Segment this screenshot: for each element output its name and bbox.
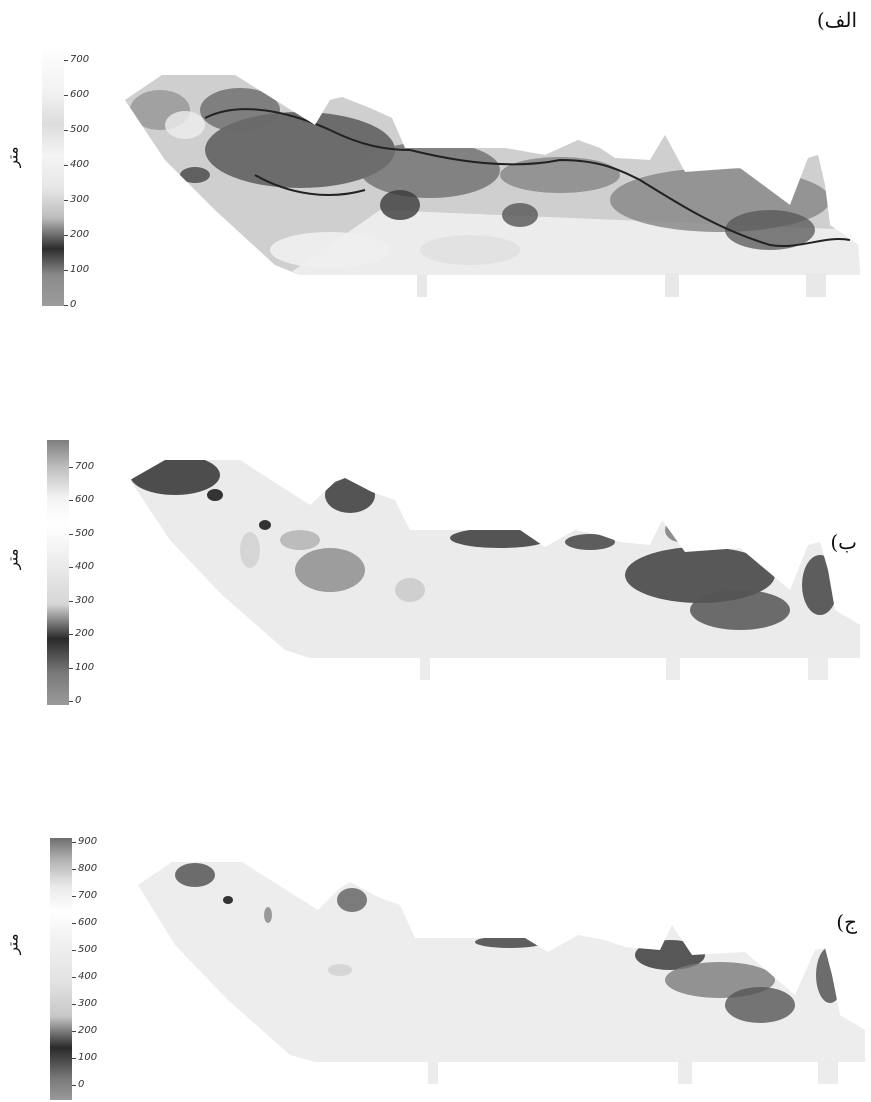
panel-a-tick: 100 <box>70 264 90 275</box>
panel-a-tick: 0 <box>70 299 77 310</box>
panel-c-tick: 100 <box>78 1052 98 1063</box>
panel-b: ب) متر 700 600 500 400 300 200 100 0 <box>0 430 871 730</box>
panel-b-map <box>130 460 860 680</box>
panel-b-tick: 400 <box>75 561 95 572</box>
panel-b-tick: 100 <box>75 662 95 673</box>
panel-b-tick: 0 <box>75 695 82 706</box>
panel-c: ج) متر 900 800 700 600 500 400 300 200 1… <box>0 830 871 1102</box>
panel-c-colorbar <box>50 838 72 1100</box>
panel-c-tick: 500 <box>78 944 98 955</box>
panel-a: الف) متر 700 600 500 400 300 200 100 0 <box>0 0 871 330</box>
panel-c-tick: 800 <box>78 863 98 874</box>
panel-c-tick: 0 <box>78 1079 85 1090</box>
panel-a-colorbar <box>42 46 64 306</box>
panel-a-tick: 400 <box>70 159 90 170</box>
panel-c-tick: 200 <box>78 1025 98 1036</box>
panel-a-tick: 500 <box>70 124 90 135</box>
panel-b-tick: 500 <box>75 528 95 539</box>
panel-c-tick: 300 <box>78 998 98 1009</box>
panel-b-tick: 700 <box>75 461 95 472</box>
panel-a-tick: 300 <box>70 194 90 205</box>
panel-c-label: ج) <box>836 910 857 934</box>
panel-a-label: الف) <box>816 8 857 32</box>
panel-c-tick: 400 <box>78 971 98 982</box>
panel-b-label: ب) <box>830 530 857 554</box>
panel-c-tick: 900 <box>78 836 98 847</box>
panel-a-map <box>125 75 860 297</box>
panel-b-tick: 200 <box>75 628 95 639</box>
panel-c-map <box>138 862 865 1084</box>
panel-b-tick: 300 <box>75 595 95 606</box>
panel-c-tick: 600 <box>78 917 98 928</box>
panel-a-tick: 700 <box>70 54 90 65</box>
panel-c-tick: 700 <box>78 890 98 901</box>
panel-b-tick: 600 <box>75 494 95 505</box>
panel-a-tick: 200 <box>70 229 90 240</box>
panel-a-tick: 600 <box>70 89 90 100</box>
panel-b-colorbar <box>47 440 69 705</box>
